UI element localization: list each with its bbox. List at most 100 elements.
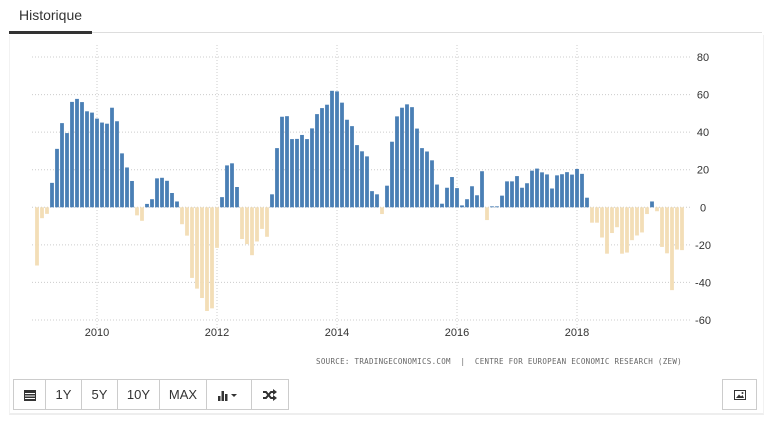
bar	[490, 206, 494, 208]
bar	[240, 207, 244, 240]
bar	[425, 151, 429, 208]
calendar-icon	[23, 389, 36, 401]
bar	[145, 203, 149, 208]
bar	[115, 121, 119, 208]
bar	[40, 207, 44, 219]
bar	[375, 194, 379, 208]
bar	[465, 199, 469, 208]
bar	[80, 102, 84, 208]
bar	[235, 186, 239, 208]
bar	[405, 104, 409, 208]
bar	[660, 207, 664, 247]
bar	[615, 207, 619, 228]
tab-historique[interactable]: Historique	[9, 0, 92, 34]
bar	[590, 207, 594, 223]
bar	[50, 182, 54, 208]
bar	[420, 148, 424, 208]
range-1y-button[interactable]: 1Y	[46, 380, 82, 409]
bar-chart-dropdown-icon	[218, 390, 237, 401]
bar	[645, 207, 649, 215]
bar	[665, 207, 669, 254]
chart-type-dropdown[interactable]	[207, 380, 252, 409]
x-tick-label: 2010	[85, 327, 109, 339]
x-tick-label: 2014	[325, 327, 349, 339]
bar	[495, 206, 499, 208]
bar	[55, 148, 59, 208]
bar	[610, 207, 614, 234]
bar	[400, 107, 404, 208]
bar	[150, 199, 154, 208]
bar	[530, 170, 534, 208]
chart-toolbar: 1Y 5Y 10Y MAX	[13, 379, 289, 410]
bar	[545, 174, 549, 208]
bar	[290, 139, 294, 208]
range-max-button[interactable]: MAX	[160, 380, 207, 409]
x-tick-label: 2012	[205, 327, 229, 339]
bar	[170, 193, 174, 208]
range-5y-button[interactable]: 5Y	[82, 380, 118, 409]
bar	[500, 195, 504, 208]
bar	[430, 160, 434, 208]
bar	[325, 104, 329, 208]
bar	[65, 133, 69, 208]
y-tick-label: -40	[695, 277, 711, 289]
bar	[200, 207, 204, 299]
bar	[130, 180, 134, 208]
bar	[355, 145, 359, 208]
bar	[195, 207, 199, 289]
y-tick-label: 60	[697, 90, 709, 102]
y-tick-label: 20	[697, 165, 709, 177]
bar	[305, 139, 309, 208]
bar	[285, 116, 289, 208]
bar	[470, 186, 474, 208]
bar	[540, 172, 544, 208]
bar	[85, 111, 89, 208]
bar	[675, 207, 679, 250]
bar	[535, 168, 539, 208]
range-10y-button[interactable]: 10Y	[118, 380, 160, 409]
bar	[620, 207, 624, 254]
bar	[110, 107, 114, 208]
bar	[275, 148, 279, 208]
bar	[635, 207, 639, 236]
y-tick-label: 80	[697, 52, 709, 64]
bar	[525, 183, 529, 208]
bar	[95, 118, 99, 208]
bar	[600, 207, 604, 238]
bar	[300, 134, 304, 208]
bar	[185, 207, 189, 236]
bar	[370, 191, 374, 208]
download-image-button[interactable]	[722, 379, 757, 410]
bar	[250, 207, 254, 256]
bar	[565, 172, 569, 208]
bar	[435, 184, 439, 208]
bar	[340, 102, 344, 208]
bar	[445, 187, 449, 208]
bar	[655, 207, 659, 212]
x-tick-label: 2018	[565, 327, 589, 339]
bar	[670, 207, 674, 291]
bar	[335, 91, 339, 208]
bar	[220, 197, 224, 208]
bar	[520, 187, 524, 208]
bar	[160, 177, 164, 208]
bar	[120, 153, 124, 208]
bar	[180, 207, 184, 225]
y-tick-label: -20	[695, 240, 711, 252]
bar	[135, 207, 139, 216]
shuffle-icon	[263, 388, 277, 401]
bar	[595, 207, 599, 223]
bar	[630, 207, 634, 241]
bar	[125, 167, 129, 208]
bar	[360, 151, 364, 208]
compare-button[interactable]	[252, 380, 288, 409]
bar	[365, 156, 369, 208]
bar	[585, 197, 589, 208]
bar	[140, 207, 144, 221]
bar	[60, 123, 64, 208]
bar	[35, 207, 39, 266]
bar	[580, 173, 584, 208]
bar	[555, 175, 559, 208]
calendar-button[interactable]	[14, 380, 46, 409]
